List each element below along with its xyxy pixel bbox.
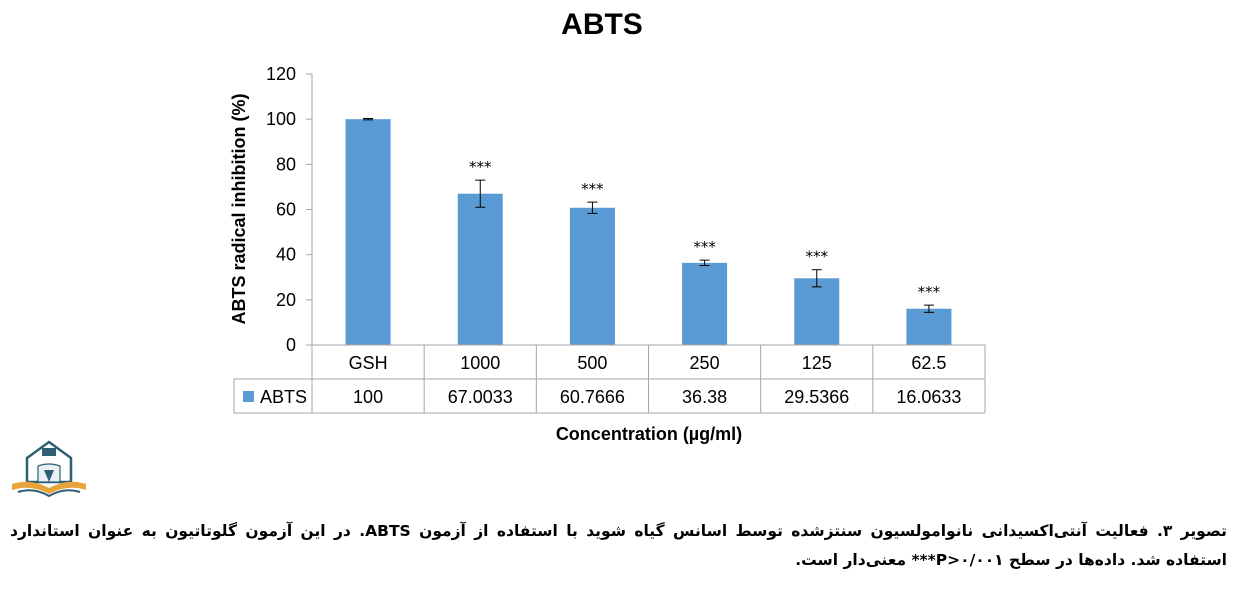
y-tick-label: 0 [286,335,296,355]
bar [682,262,728,345]
table-value: 29.5366 [784,387,849,407]
table-value: 67.0033 [448,387,513,407]
significance-label: *** [469,158,492,176]
x-axis-label: Concentration (µg/ml) [556,424,742,444]
chart-title: ABTS [561,8,643,41]
bar [345,119,391,346]
table-value: 16.0633 [896,387,961,407]
x-tick-label: 125 [802,353,832,373]
y-axis: 0 20 40 60 80 100 120 [266,64,313,355]
significance-label: *** [581,180,604,198]
x-tick-label: 250 [690,353,720,373]
bar [906,308,952,345]
y-tick-label: 40 [276,245,296,265]
bar [569,207,615,345]
x-tick-label: GSH [349,353,388,373]
y-tick-label: 60 [276,200,296,220]
bar [457,193,503,345]
jams-logo [8,438,90,500]
x-tick-label: 500 [577,353,607,373]
table-value: 100 [353,387,383,407]
y-tick-label: 100 [266,109,296,129]
figure-caption-text: فعالیت آنتی‌اکسیدانی نانوامولسیون سنتزشد… [10,522,1227,569]
table-value: 36.38 [682,387,727,407]
significance-label: *** [806,248,829,266]
jams-logo-icon [12,440,86,498]
figure-caption: تصویر ۳. فعالیت آنتی‌اکسیدانی نانوامولسی… [10,517,1227,575]
figure-label: تصویر ۳. [1156,522,1227,540]
y-axis-label: ABTS radical inhibition (%) [229,93,249,324]
legend-swatch [243,391,254,402]
x-tick-label: 62.5 [911,353,946,373]
data-table: GSH 100 1000 67.0033 500 60.7666 250 36.38 125 29… [233,344,986,414]
legend-label: ABTS [260,387,307,407]
significance-label: *** [918,283,941,301]
x-tick-label: 1000 [460,353,500,373]
significance-label: *** [693,238,716,256]
y-tick-label: 80 [276,154,296,174]
y-tick-label: 20 [276,290,296,310]
table-value: 60.7666 [560,387,625,407]
bars-group: *** *** *** *** *** [345,117,952,346]
y-tick-label: 120 [266,64,296,84]
bar [794,278,840,345]
